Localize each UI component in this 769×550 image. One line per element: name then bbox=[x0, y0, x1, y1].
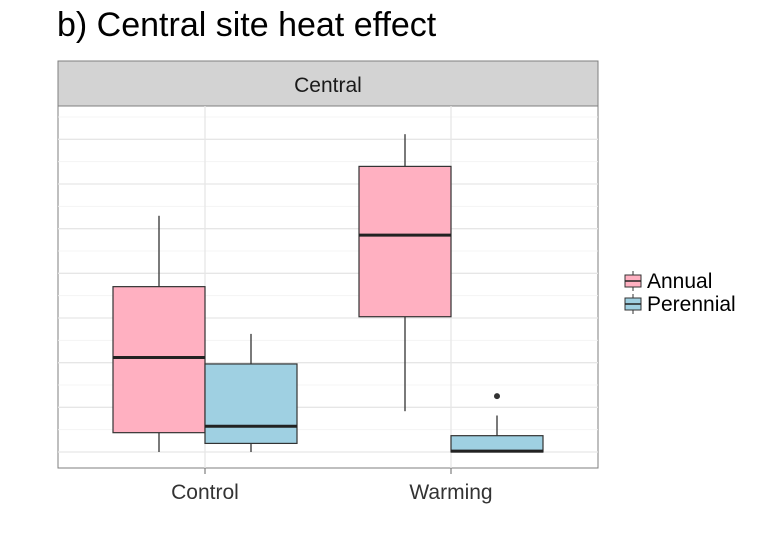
facet-label: Central bbox=[294, 74, 362, 97]
box-series bbox=[112, 134, 544, 453]
legend-label-annual: Annual bbox=[647, 270, 712, 293]
x-tick-label: Warming bbox=[409, 481, 492, 504]
box-body bbox=[450, 435, 544, 453]
legend-key-perennial bbox=[624, 294, 642, 314]
legend-label-perennial: Perennial bbox=[647, 293, 736, 316]
x-tick-label: Control bbox=[171, 481, 239, 504]
box-annual-warming bbox=[358, 134, 452, 412]
facet-strip bbox=[57, 60, 599, 107]
box-body bbox=[112, 286, 206, 434]
x-axis: Control Warming bbox=[171, 468, 493, 504]
box-perennial-control bbox=[204, 333, 298, 452]
box-body bbox=[204, 363, 298, 445]
box-body bbox=[358, 165, 452, 318]
legend-key-annual bbox=[624, 271, 642, 291]
chart-title: b) Central site heat effect bbox=[57, 6, 437, 44]
outlier-point bbox=[494, 393, 500, 400]
box-perennial-warming bbox=[450, 393, 544, 453]
box-annual-control bbox=[112, 215, 206, 452]
